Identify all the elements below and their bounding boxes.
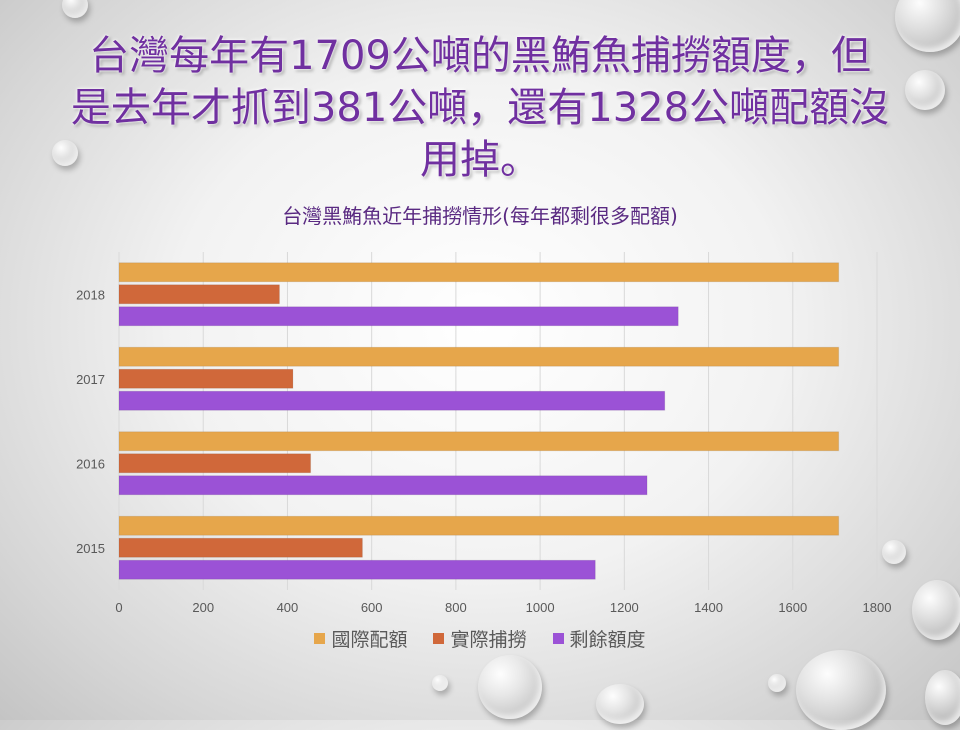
bar (118, 431, 840, 452)
bar (118, 453, 312, 474)
water-drop-decoration (62, 0, 88, 18)
chart-title: 台灣黑鮪魚近年捕撈情形(每年都剩很多配額) (282, 204, 678, 228)
legend-item-remaining: 剩餘額度 (552, 625, 646, 652)
y-tick-label: 2016 (76, 456, 105, 471)
water-drop-decoration (768, 674, 786, 692)
water-drop-decoration (912, 580, 960, 640)
x-tick-label: 200 (192, 600, 214, 615)
water-drop-decoration (478, 655, 542, 719)
chart-legend: 國際配額 實際捕撈 剩餘額度 (0, 625, 960, 652)
x-tick-label: 800 (445, 600, 467, 615)
water-drop-decoration (52, 140, 78, 166)
water-drop-decoration (796, 650, 886, 730)
water-drop-decoration (882, 540, 906, 564)
bar (118, 346, 840, 367)
legend-label: 國際配額 (331, 629, 408, 651)
x-tick-label: 1000 (526, 600, 555, 615)
legend-swatch (552, 633, 564, 644)
slide-title: 台灣每年有1709公噸的黑鮪魚捕撈額度，但是去年才抓到381公噸，還有1328公… (70, 33, 890, 183)
legend-item-quota: 國際配額 (314, 625, 407, 652)
water-drop-decoration (925, 670, 960, 725)
bar (118, 368, 294, 389)
legend-label: 剩餘額度 (569, 629, 646, 651)
bar (118, 515, 840, 536)
x-tick-label: 0 (115, 600, 122, 615)
x-tick-label: 1800 (863, 600, 892, 615)
x-tick-label: 400 (277, 600, 299, 615)
bar (118, 262, 840, 283)
y-tick-label: 2017 (76, 372, 105, 387)
legend-label: 實際捕撈 (450, 629, 527, 651)
legend-item-catch: 實際捕撈 (433, 625, 527, 652)
legend-swatch (314, 633, 326, 644)
water-drop-decoration (432, 675, 448, 691)
bar (118, 475, 648, 496)
legend-swatch (433, 633, 445, 644)
water-drop-decoration (596, 684, 644, 724)
bar (118, 284, 280, 305)
y-tick-label: 2015 (76, 541, 105, 556)
x-tick-label: 1400 (694, 600, 723, 615)
water-drop-decoration (905, 70, 945, 110)
x-tick-label: 1600 (778, 600, 807, 615)
x-tick-label: 1200 (610, 600, 639, 615)
bar (118, 306, 679, 327)
x-tick-label: 600 (361, 600, 383, 615)
bar (118, 537, 363, 558)
y-tick-label: 2018 (76, 287, 105, 302)
bar (118, 390, 666, 411)
bar (118, 559, 596, 580)
